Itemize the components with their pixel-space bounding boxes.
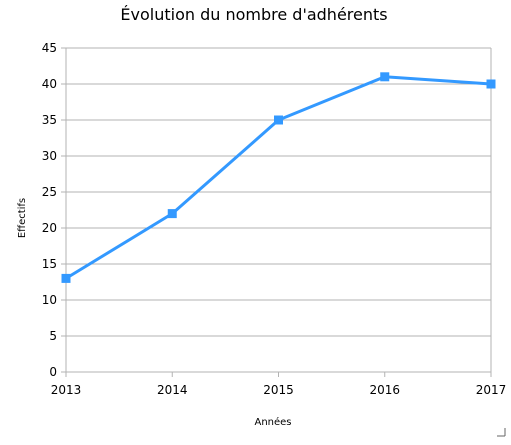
x-tick-label: 2017 — [476, 383, 507, 397]
y-axis-label: Effectifs — [17, 198, 28, 238]
x-tick-label: 2013 — [51, 383, 82, 397]
y-tick-label: 20 — [42, 221, 57, 235]
series-layer — [62, 72, 496, 283]
y-tick-label: 30 — [42, 149, 57, 163]
y-tick-label: 45 — [42, 41, 57, 55]
gridlines — [66, 48, 491, 336]
chart-title: Évolution du nombre d'adhérents — [120, 5, 387, 24]
data-point-marker — [487, 80, 496, 89]
data-point-marker — [62, 274, 71, 283]
x-tick-label: 2016 — [369, 383, 400, 397]
data-point-marker — [274, 116, 283, 125]
y-tick-label: 10 — [42, 293, 57, 307]
x-axis-label: Années — [254, 416, 291, 428]
x-tick-label: 2015 — [263, 383, 294, 397]
y-tick-label: 25 — [42, 185, 57, 199]
x-tick-labels: 2013 2014 2015 2016 2017 — [51, 383, 507, 397]
y-tick-label: 0 — [49, 365, 57, 379]
data-point-marker — [380, 72, 389, 81]
y-tick-label: 40 — [42, 77, 57, 91]
y-tick-label: 15 — [42, 257, 57, 271]
y-tick-label: 35 — [42, 113, 57, 127]
y-tick-label: 5 — [49, 329, 57, 343]
series-line — [66, 77, 491, 279]
resize-grip-mark — [497, 428, 505, 436]
y-tick-labels: 0 5 10 15 20 25 30 35 40 45 — [42, 41, 57, 379]
x-tick-label: 2014 — [157, 383, 188, 397]
data-point-marker — [168, 209, 177, 218]
axes — [61, 48, 491, 377]
